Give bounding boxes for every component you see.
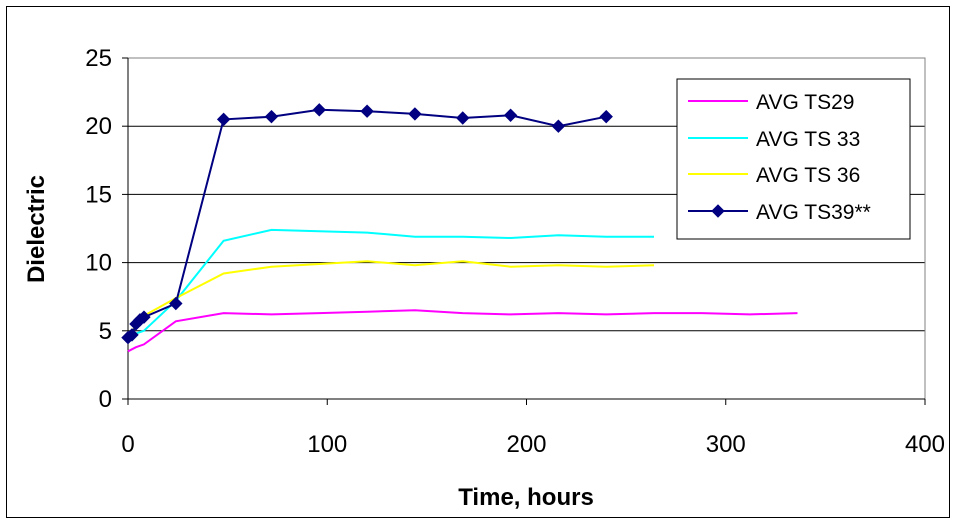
y-tick-label: 25 [85, 45, 112, 72]
data-point-marker [264, 109, 279, 124]
data-point-marker [599, 109, 613, 124]
series-line [127, 228, 654, 340]
x-axis-label: Time, hours [458, 484, 594, 511]
data-point-marker [216, 112, 231, 127]
legend-entry: AVG TS39** [688, 201, 871, 224]
axes: 0 5 10 15 20 25 0 100 200 300 400 [85, 45, 945, 458]
legend-entry: AVG TS 33 [688, 128, 860, 151]
legend-entry: AVG TS29 [688, 91, 854, 114]
data-point-marker [408, 107, 422, 121]
x-tick-label: 200 [506, 431, 546, 458]
series-3 [121, 103, 613, 345]
data-point-marker [137, 310, 151, 324]
data-point-marker [503, 108, 518, 122]
x-tick-label: 100 [307, 431, 347, 458]
x-tick-label: 400 [905, 431, 945, 458]
legend: AVG TS29 AVG TS 33 AVG TS 36 AVG TS39** [676, 78, 911, 240]
data-point-marker [456, 111, 470, 125]
data-point-marker [551, 119, 566, 133]
x-tick-label: 0 [121, 431, 134, 458]
data-point-marker [169, 296, 183, 311]
y-tick-label: 20 [85, 113, 112, 140]
y-tick-label: 10 [85, 250, 112, 277]
legend-label: AVG TS39** [756, 201, 871, 224]
data-point-marker [125, 328, 139, 342]
y-tick-label: 15 [85, 181, 112, 208]
y-axis-label: Dielectric [23, 175, 50, 283]
legend-marker [711, 204, 725, 218]
series-2 [127, 260, 655, 339]
series-line [127, 108, 607, 339]
series-line [127, 309, 798, 353]
series-line [127, 260, 655, 339]
series-1 [127, 228, 654, 340]
legend-entry: AVG TS 36 [688, 164, 860, 187]
y-tick-label: 0 [99, 386, 112, 413]
y-tick-label: 5 [99, 318, 112, 345]
legend-label: AVG TS 33 [756, 128, 860, 151]
data-point-marker [360, 104, 374, 118]
legend-label: AVG TS 36 [756, 164, 860, 187]
series-0 [127, 309, 798, 353]
x-tick-label: 300 [706, 431, 746, 458]
series-lines [121, 103, 798, 353]
data-point-marker [312, 103, 326, 117]
legend-label: AVG TS29 [756, 91, 854, 114]
